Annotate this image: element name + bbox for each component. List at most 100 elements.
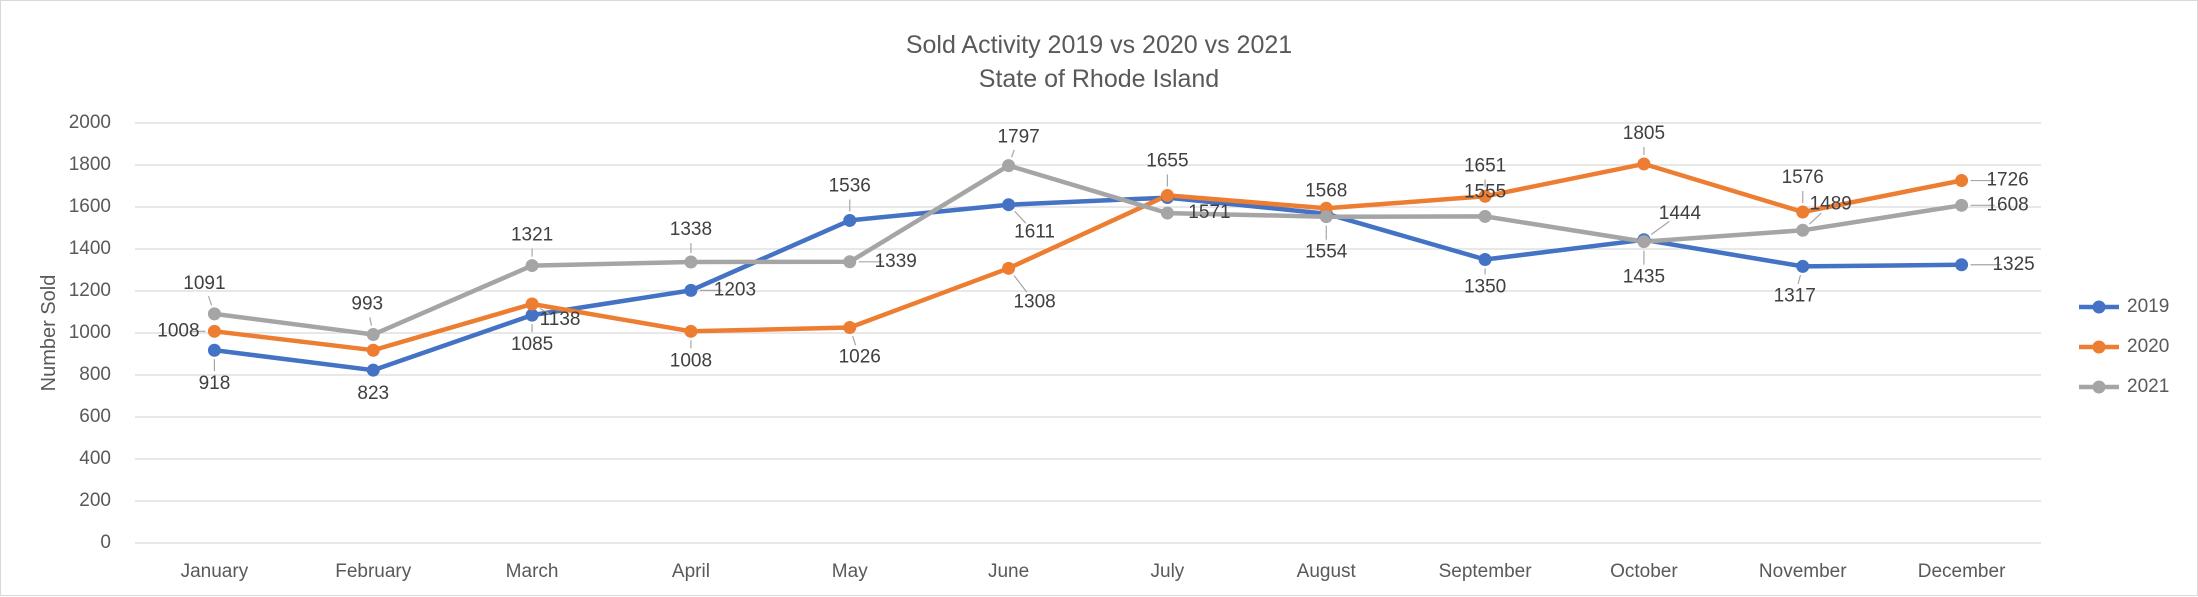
data-point-2021-may [843,255,857,269]
x-tick-label-october: October [1610,561,1678,582]
data-point-2020-may [843,321,857,335]
data-label-2019-january: 918 [199,373,231,394]
legend-marker-2019 [2092,300,2106,314]
data-point-2019-november [1796,259,1810,273]
y-tick-label-1600: 1600 [69,196,111,217]
data-point-2019-may [843,213,857,227]
y-tick-label-1000: 1000 [69,322,111,343]
y-tick-label-0: 0 [100,532,111,553]
data-point-2021-july [1160,206,1174,220]
series-line-2021 [212,163,1964,337]
data-point-2021-june [1002,159,1016,173]
data-point-2020-march [525,297,539,311]
label-leader-2021-10 [1808,212,1822,225]
data-label-2021-july: 1571 [1188,202,1230,223]
series-lines [212,161,1964,373]
data-point-2021-september [1478,209,1492,223]
x-tick-label-may: May [832,561,868,582]
data-label-2020-may: 1026 [839,347,881,368]
data-point-2021-february [366,327,380,341]
data-label-2019-august: 1568 [1305,181,1347,202]
x-tick-label-august: August [1297,561,1357,582]
y-axis-title: Number Sold [38,275,60,392]
data-label-2021-august: 1554 [1305,242,1348,263]
data-label-2020-june: 1308 [1013,291,1055,312]
data-point-2019-april [684,283,698,297]
legend-label-2019: 2019 [2127,296,2169,317]
data-point-2020-february [366,343,380,357]
data-label-2020-october: 1805 [1623,123,1665,144]
legend-marker-2021 [2092,380,2106,394]
label-leader-2021-0 [207,296,213,306]
data-point-2019-march [525,308,539,322]
data-label-2019-november: 1317 [1774,285,1816,306]
y-tick-label-2000: 2000 [69,112,111,133]
data-label-2020-july: 1655 [1146,150,1188,171]
x-tick-label-february: February [335,561,412,582]
x-tick-label-april: April [672,561,710,582]
data-point-2021-november [1796,223,1810,237]
data-label-2019-may: 1536 [829,175,871,196]
x-tick-label-november: November [1759,561,1847,582]
y-tick-label-200: 200 [79,490,111,511]
y-tick-label-1200: 1200 [69,280,111,301]
data-point-2019-september [1478,253,1492,266]
chart-title: Sold Activity 2019 vs 2020 vs 2021 [906,31,1292,59]
data-point-2021-april [684,255,698,269]
label-leader-2021-5 [1011,149,1015,158]
label-leader-2020-4 [852,335,857,346]
data-point-2021-october [1637,235,1651,249]
data-label-2019-february: 823 [357,383,389,404]
data-label-2021-october: 1435 [1623,267,1665,288]
data-label-2021-april: 1338 [670,219,712,240]
data-label-2020-january: 1008 [157,320,199,341]
data-label-2020-april: 1008 [670,350,712,371]
data-point-2020-april [684,324,698,338]
data-label-2021-january: 1091 [183,273,225,294]
data-label-2021-february: 993 [351,293,383,314]
data-point-2019-january [207,343,221,357]
data-label-2021-june: 1797 [997,127,1039,148]
data-point-2020-october [1637,157,1651,171]
data-label-2019-october: 1444 [1659,203,1702,224]
data-point-2021-december [1955,198,1969,212]
label-leader-2020-2 [539,307,550,315]
data-point-2021-january [207,307,221,321]
data-label-2021-november: 1489 [1810,193,1852,214]
x-tick-label-january: January [181,561,249,582]
label-leader-2019-9 [1650,220,1670,235]
y-axis-ticks: 0 200 400 600 800 1000 1200 1400 1600 1800 2000 [69,112,111,553]
data-label-2021-september: 1555 [1464,181,1506,202]
y-tick-label-1400: 1400 [69,238,111,259]
legend: 2019 2020 2021 [2079,296,2169,397]
data-label-2021-december: 1608 [1986,194,2028,215]
data-label-2019-june: 1611 [1014,222,1055,243]
data-point-2019-june [1002,198,1016,212]
label-leader-2019-5 [1014,210,1027,224]
gridlines [135,122,2041,544]
data-label-2020-march: 1138 [540,309,581,330]
y-tick-label-400: 400 [79,448,111,469]
data-labels: 918 823 1085 1203 1536 1611 1568 1350 1444 1317 13… [157,123,2034,404]
x-tick-label-december: December [1918,561,2006,582]
y-tick-label-600: 600 [79,406,111,427]
legend-label-2021: 2021 [2127,376,2169,397]
data-point-2019-february [366,363,380,377]
label-leader-2021-1 [369,317,373,326]
series-markers [207,157,1969,377]
series-line-2019 [212,195,1964,373]
data-point-2020-january [207,324,221,338]
data-label-2019-april: 1203 [714,279,756,300]
data-point-2020-november [1796,205,1810,219]
data-label-2019-march: 1085 [511,334,553,355]
data-point-2020-june [1002,261,1016,275]
legend-label-2020: 2020 [2127,336,2169,357]
data-point-2019-december [1955,258,1969,272]
x-tick-label-march: March [506,561,559,582]
data-label-2019-december: 1325 [1992,254,2034,275]
data-point-2021-august [1319,210,1333,224]
data-point-2020-december [1955,174,1969,188]
x-tick-label-september: September [1439,561,1533,582]
